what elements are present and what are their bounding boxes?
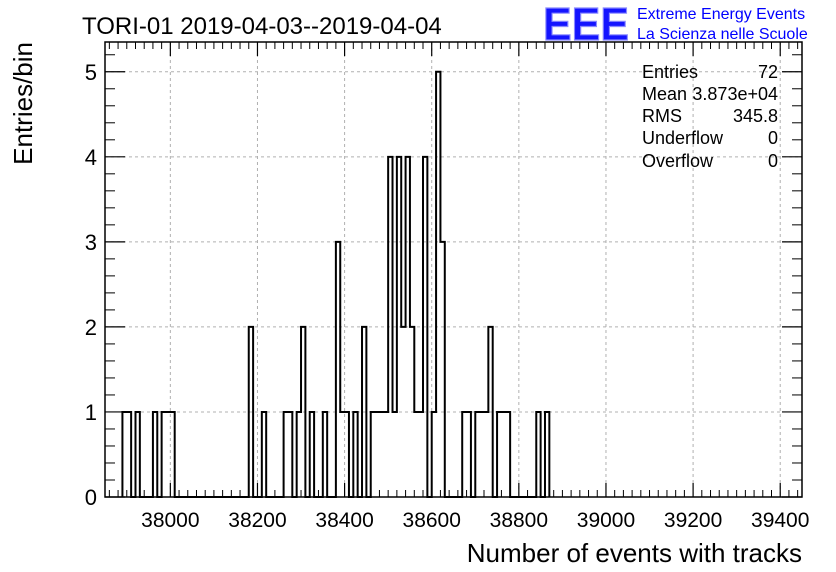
x-tick-label: 38200 bbox=[228, 509, 286, 532]
stats-overflow-value: 0 bbox=[768, 151, 778, 171]
x-tick-label: 38000 bbox=[141, 509, 199, 532]
x-axis-ticks: 38000 38200 38400 38600 38800 39000 39200 39400 bbox=[108, 42, 809, 532]
y-tick-label: 4 bbox=[85, 145, 97, 170]
stats-overflow-label: Overflow bbox=[642, 151, 714, 171]
y-tick-label: 2 bbox=[85, 315, 97, 340]
x-tick-label: 39200 bbox=[664, 509, 722, 532]
eee-logo-mark: EEE bbox=[543, 0, 629, 50]
x-tick-label: 38400 bbox=[315, 509, 373, 532]
y-tick-label: 1 bbox=[85, 400, 97, 425]
x-tick-label: 38800 bbox=[490, 509, 548, 532]
chart-title: TORI-01 2019-04-03--2019-04-04 bbox=[82, 13, 442, 40]
stats-rms-label: RMS bbox=[642, 106, 682, 126]
y-axis-ticks: 0 1 2 3 4 5 bbox=[85, 54, 802, 510]
stats-box: Entries 72 Mean 3.873e+04 RMS 345.8 Unde… bbox=[642, 62, 778, 171]
stats-rms-value: 345.8 bbox=[733, 106, 778, 126]
y-axis-label: Entries/bin bbox=[8, 42, 38, 165]
grid-lines bbox=[105, 42, 802, 497]
stats-entries-label: Entries bbox=[642, 62, 698, 82]
stats-mean-value: 3.873e+04 bbox=[692, 84, 778, 104]
x-tick-label: 39400 bbox=[751, 509, 809, 532]
y-tick-label: 3 bbox=[85, 230, 97, 255]
y-tick-label: 0 bbox=[85, 485, 97, 510]
stats-underflow-value: 0 bbox=[768, 128, 778, 148]
eee-logo-line1: Extreme Energy Events bbox=[637, 6, 805, 23]
eee-logo-line2: La Scienza nelle Scuole bbox=[637, 26, 808, 43]
y-tick-label: 5 bbox=[85, 60, 97, 85]
x-axis-label: Number of events with tracks bbox=[467, 538, 802, 568]
x-tick-label: 39000 bbox=[577, 509, 635, 532]
stats-underflow-label: Underflow bbox=[642, 128, 724, 148]
x-tick-label: 38600 bbox=[403, 509, 461, 532]
plot-frame bbox=[104, 41, 803, 498]
stats-entries-value: 72 bbox=[758, 62, 778, 82]
stats-mean-label: Mean bbox=[642, 84, 687, 104]
eee-logo: EEE Extreme Energy Events La Scienza nel… bbox=[542, 0, 808, 51]
histogram-outline bbox=[121, 70, 551, 498]
